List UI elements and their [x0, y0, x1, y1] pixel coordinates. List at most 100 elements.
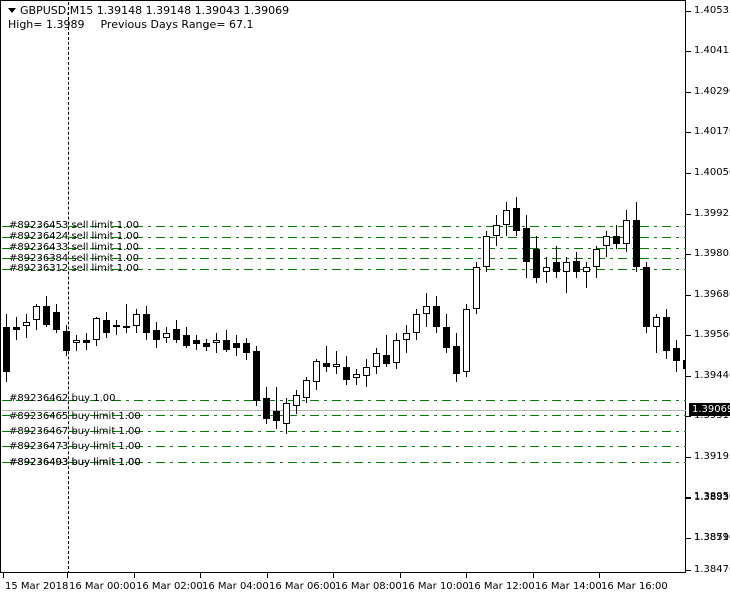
candle-body	[663, 316, 670, 351]
candle-body	[183, 335, 190, 346]
candle-body	[533, 248, 540, 278]
buy-order-label[interactable]: #89236467 buy limit 1.00	[9, 426, 141, 437]
time-axis[interactable]: 15 Mar 2018 16 Mar 00:00 16 Mar 02:00 16 Ma…	[0, 573, 730, 600]
candle-body	[123, 326, 130, 329]
time-axis-label: 16 Mar 14:00	[535, 581, 602, 592]
buy-order-label[interactable]: #89236473 buy limit 1.00	[9, 441, 141, 452]
candle-body	[433, 306, 440, 328]
order-level-line[interactable]	[2, 237, 686, 238]
symbol-quote-text: GBPUSD,M15 1.39148 1.39148 1.39043 1.390…	[20, 4, 290, 17]
order-level-line[interactable]	[2, 258, 686, 259]
price-axis-label: 1.40050	[694, 167, 730, 178]
order-level-line[interactable]	[2, 462, 686, 463]
sell-limit-order-label[interactable]: #89236453 sell limit 1.00	[9, 220, 139, 231]
candle-wick	[556, 246, 557, 278]
sell-limit-order-label[interactable]: #89236433 sell limit 1.00	[9, 242, 139, 253]
price-axis-label: 1.40290	[694, 86, 730, 97]
price-axis-label: 1.40535	[694, 5, 730, 16]
order-level-line[interactable]	[2, 415, 686, 416]
candle-body	[363, 366, 370, 376]
candle-body	[353, 374, 360, 379]
buy-order-label[interactable]: #89236493 buy limit 1.00	[9, 457, 141, 468]
candle-body	[493, 225, 500, 236]
price-axis[interactable]: 1.40535 1.40415 1.40290 1.40170 1.40050 1.399…	[686, 0, 730, 575]
candle-body	[423, 306, 430, 315]
candle-body	[573, 260, 580, 273]
time-tick	[400, 573, 401, 578]
candle-body	[393, 340, 400, 363]
price-axis-label: 1.38830	[694, 492, 730, 503]
candle-body	[53, 311, 60, 330]
price-tick	[686, 51, 691, 52]
order-level-line[interactable]	[2, 431, 686, 432]
candle-body	[613, 235, 620, 244]
candle-body	[513, 208, 520, 231]
candle-body	[153, 329, 160, 341]
price-axis-label: 1.40170	[694, 126, 730, 137]
candle-body	[293, 395, 300, 406]
order-level-line[interactable]	[2, 269, 686, 270]
candle-body	[283, 403, 290, 425]
indicator-subheader: High= 1.3989 Previous Days Range= 67.1	[8, 18, 254, 31]
candle-body	[473, 267, 480, 310]
buy-order-label[interactable]: #89236462 buy 1.00	[9, 393, 116, 404]
candle-body	[313, 361, 320, 383]
high-label: High= 1.3989	[8, 18, 85, 31]
candle-body	[623, 220, 630, 244]
candle-wick	[656, 314, 657, 354]
candle-wick	[326, 345, 327, 372]
order-level-line[interactable]	[2, 248, 686, 249]
price-tick	[686, 376, 691, 377]
price-tick	[686, 254, 691, 255]
candle-body	[3, 327, 10, 372]
time-axis-label: 16 Mar 10:00	[402, 581, 469, 592]
candle-wick	[76, 335, 77, 351]
sell-limit-order-label[interactable]: #89236384 sell limit 1.00	[9, 253, 139, 264]
candle-body	[633, 220, 640, 268]
price-axis-label: 1.38590	[694, 532, 730, 543]
candle-body	[23, 322, 30, 327]
time-tick	[67, 573, 68, 578]
candle-body	[463, 309, 470, 372]
price-tick	[686, 498, 691, 499]
symbol-header: GBPUSD,M15 1.39148 1.39148 1.39043 1.390…	[8, 4, 289, 17]
price-tick	[686, 538, 691, 539]
candle-body	[643, 267, 650, 328]
order-level-line[interactable]	[2, 446, 686, 447]
candle-body	[403, 332, 410, 341]
candle-body	[543, 267, 550, 273]
price-tick	[686, 295, 691, 296]
buy-order-label[interactable]: #89236465 buy limit 1.00	[9, 411, 141, 422]
time-tick	[134, 573, 135, 578]
sell-limit-order-label[interactable]: #89236424 sell limit 1.00	[9, 231, 139, 242]
time-axis-label: 16 Mar 06:00	[269, 581, 336, 592]
candle-body	[653, 316, 660, 328]
candle-body	[673, 348, 680, 362]
previous-range-label: Previous Days Range= 67.1	[100, 18, 254, 31]
sell-limit-order-label[interactable]: #89236312 sell limit 1.00	[9, 263, 139, 274]
price-tick	[686, 214, 691, 215]
candle-body	[523, 228, 530, 263]
candle-body	[343, 366, 350, 380]
candle-body	[253, 350, 260, 401]
price-tick	[686, 570, 691, 571]
time-tick	[599, 573, 600, 578]
candle-body	[303, 379, 310, 398]
order-level-line[interactable]	[2, 400, 686, 401]
price-tick	[686, 173, 691, 174]
time-tick	[267, 573, 268, 578]
candle-body	[113, 324, 120, 328]
time-axis-label: 16 Mar 02:00	[136, 581, 203, 592]
time-tick	[200, 573, 201, 578]
candle-body	[83, 340, 90, 344]
candle-body	[163, 332, 170, 338]
candle-body	[173, 328, 180, 341]
order-level-line[interactable]	[2, 226, 686, 227]
chart-plot-area[interactable]: #89236453 sell limit 1.00 #89236424 sell …	[0, 0, 710, 574]
candle-body	[43, 306, 50, 325]
time-axis-label: 16 Mar 04:00	[202, 581, 269, 592]
chevron-down-icon[interactable]	[8, 7, 16, 13]
buy-order-label[interactable]: #89236403 buy limit 1.00	[9, 457, 141, 468]
candle-body	[333, 363, 340, 367]
